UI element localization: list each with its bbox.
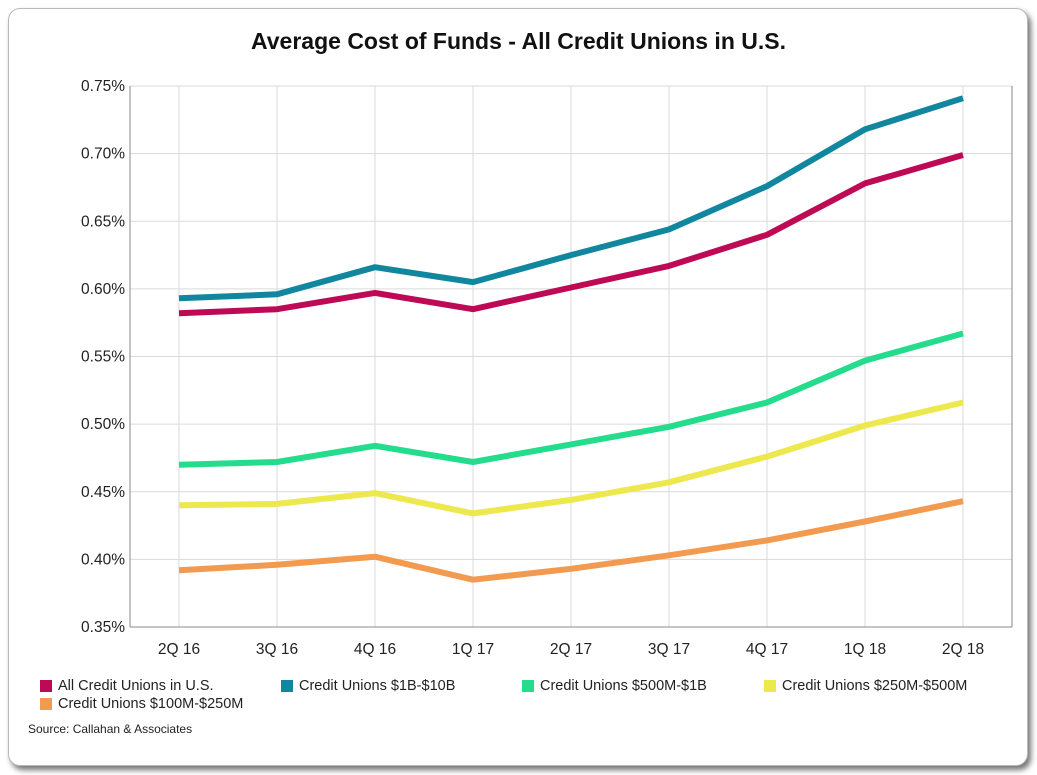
y-tick-label: 0.70% (81, 146, 125, 163)
series-line (178, 399, 964, 517)
x-tick-label: 3Q 16 (256, 641, 298, 658)
y-tick-label: 0.35% (81, 619, 125, 636)
x-tick-label: 2Q 18 (942, 641, 984, 658)
x-tick-label: 3Q 17 (648, 641, 690, 658)
y-tick-label: 0.65% (81, 213, 125, 230)
legend-item: All Credit Unions in U.S. (40, 678, 281, 694)
legend-swatch (764, 680, 776, 692)
legend-swatch (40, 680, 52, 692)
x-tick-label: 4Q 16 (354, 641, 396, 658)
x-tick-label: 2Q 17 (550, 641, 592, 658)
legend-label: Credit Unions $1B-$10B (299, 678, 456, 694)
legend-swatch (40, 698, 52, 710)
x-tick-label: 2Q 16 (158, 641, 200, 658)
legend-item: Credit Unions $250M-$500M (764, 678, 1000, 694)
chart-legend: All Credit Unions in U.S. Credit Unions … (40, 678, 1000, 712)
x-tick-label: 1Q 17 (452, 641, 494, 658)
legend-swatch (522, 680, 534, 692)
series-line (178, 152, 964, 317)
series-line (178, 498, 964, 583)
series-line (178, 95, 964, 302)
x-tick-label: 1Q 18 (844, 641, 886, 658)
y-tick-label: 0.45% (81, 484, 125, 501)
y-tick-label: 0.40% (81, 551, 125, 568)
chart-title: Average Cost of Funds - All Credit Union… (251, 28, 786, 54)
legend-item: Credit Unions $100M-$250M (40, 696, 243, 712)
legend-swatch (281, 680, 293, 692)
legend-label: Credit Unions $500M-$1B (540, 678, 707, 694)
legend-item: Credit Unions $1B-$10B (281, 678, 522, 694)
y-tick-label: 0.75% (81, 78, 125, 95)
x-tick-label: 4Q 17 (746, 641, 788, 658)
y-tick-label: 0.50% (81, 416, 125, 433)
legend-item: Credit Unions $500M-$1B (522, 678, 764, 694)
legend-label: Credit Unions $100M-$250M (58, 696, 244, 712)
source-note: Source: Callahan & Associates (28, 722, 193, 736)
y-tick-label: 0.60% (81, 281, 125, 298)
y-tick-label: 0.55% (81, 349, 125, 366)
legend-label: Credit Unions $250M-$500M (782, 678, 968, 694)
legend-label: All Credit Unions in U.S. (58, 678, 214, 694)
series-line (178, 330, 964, 468)
